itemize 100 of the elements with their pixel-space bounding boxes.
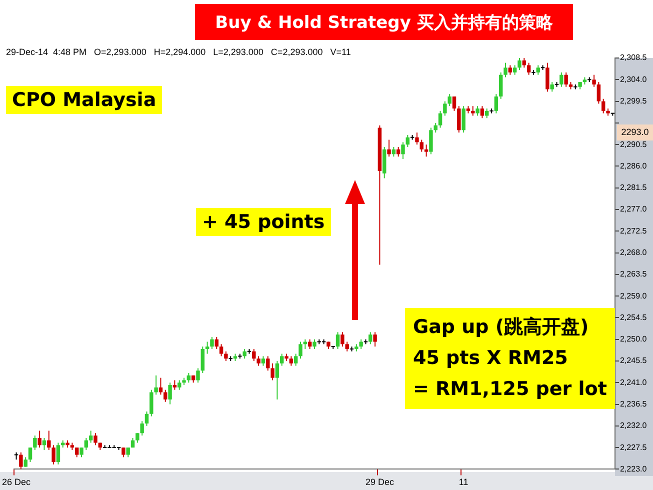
candlestick: [336, 332, 340, 350]
y-tick-label: 2,286.0: [620, 161, 648, 170]
candlestick: [345, 341, 349, 352]
candlestick: [205, 341, 210, 354]
candlestick: [494, 94, 498, 114]
y-tick-label: 2,308.5: [620, 53, 648, 62]
candlestick: [200, 346, 205, 374]
candlestick: [252, 348, 256, 362]
candlestick: [429, 127, 433, 155]
candlestick: [368, 332, 372, 345]
x-tick-label: 11: [458, 477, 468, 488]
x-tick-label: 26 Dec: [2, 477, 32, 488]
candlestick: [28, 447, 32, 462]
candlestick: [266, 356, 270, 372]
y-tick-label: 2,245.5: [620, 356, 648, 366]
candlestick: [47, 430, 51, 450]
candlestick: [172, 380, 177, 390]
candlestick: [219, 344, 224, 357]
candlestick: [387, 139, 391, 158]
y-tick-label: 2,268.0: [620, 248, 648, 257]
candlestick: [462, 106, 466, 134]
candlestick: [19, 452, 23, 470]
annotation: 2293.0: [621, 127, 649, 138]
candlestick: [564, 72, 568, 88]
y-tick-label: 2,277.0: [620, 204, 648, 214]
y-tick-label: 2,299.5: [620, 96, 648, 106]
candlestick: [256, 356, 260, 366]
y-tick-label: 2,250.0: [620, 334, 648, 344]
candlestick: [438, 110, 442, 128]
candlestick: [420, 139, 424, 152]
y-tick-label: 2,304.0: [620, 74, 648, 84]
candlestick: [480, 106, 484, 119]
candlestick: [452, 96, 456, 112]
candlestick: [536, 64, 540, 76]
candlestick: [312, 338, 316, 350]
candlestick: [94, 432, 98, 446]
candlestick: [546, 62, 550, 92]
y-tick-label: 2,241.0: [620, 378, 648, 387]
x-tick-label: 29 Dec: [365, 477, 394, 488]
candlestick: [144, 410, 149, 426]
candlestick: [126, 447, 130, 458]
candlestick: [508, 64, 512, 76]
candlestick: [359, 338, 363, 350]
candlestick: [154, 374, 158, 396]
candlestick: [280, 353, 284, 366]
candlestick: [340, 332, 344, 348]
candlestick: [471, 106, 475, 116]
candlestick: [136, 432, 140, 444]
candlestick: [406, 134, 410, 148]
candlestick: [415, 132, 419, 146]
chart-title: Buy & Hold Strategy 买入并持有的策略: [195, 4, 573, 40]
candlestick: [38, 430, 42, 448]
candlestick: [498, 72, 503, 100]
candlestick: [298, 341, 302, 360]
candlestick: [224, 350, 228, 362]
candlestick: [196, 368, 200, 384]
candlestick: [88, 430, 93, 444]
candlestick: [158, 377, 163, 396]
y-tick-label: 2,263.5: [620, 270, 648, 279]
candlestick: [476, 106, 480, 116]
candlestick: [210, 336, 214, 350]
candlestick: [448, 94, 452, 107]
y-tick-label: 2,254.5: [620, 312, 648, 322]
candlestick: [214, 336, 218, 350]
candlestick: [275, 360, 280, 400]
candlestick: [168, 382, 172, 405]
candlestick: [601, 98, 606, 114]
candlestick: [242, 348, 246, 360]
candlestick: [518, 58, 522, 71]
candlestick: [457, 106, 461, 134]
y-tick-label: 2,290.5: [620, 140, 648, 149]
y-tick-label: 2,236.5: [620, 399, 648, 408]
y-tick-label: 2,272.5: [620, 226, 648, 236]
candlestick: [261, 356, 266, 366]
candlestick: [289, 356, 294, 366]
candlestick: [56, 442, 60, 465]
candlestick: [33, 435, 37, 450]
candlestick: [270, 362, 274, 381]
candlestick: [164, 389, 168, 402]
candlestick: [80, 447, 84, 458]
candlestick: [294, 353, 298, 366]
candlestick: [52, 444, 56, 465]
candlestick: [504, 62, 508, 78]
y-tick-label: 2,259.0: [620, 291, 648, 300]
candlestick: [526, 62, 531, 76]
annotation: + 45 points: [196, 208, 331, 236]
candlestick: [177, 380, 182, 390]
candlestick: [592, 74, 596, 88]
candlestick: [140, 420, 144, 436]
candlestick: [550, 82, 554, 92]
candlestick: [84, 437, 88, 450]
candlestick: [401, 142, 405, 160]
annotation: Gap up (跳高开盘) 45 pts X RM25 = RM1,125 per lot: [405, 308, 615, 409]
candlestick: [443, 100, 447, 116]
candlestick: [74, 447, 79, 458]
y-tick-label: 2,223.0: [620, 464, 648, 474]
candlestick: [373, 332, 377, 348]
candlestick: [150, 389, 154, 417]
y-tick-label: 2,232.0: [620, 421, 648, 430]
y-tick-label: 2,227.5: [620, 442, 648, 452]
